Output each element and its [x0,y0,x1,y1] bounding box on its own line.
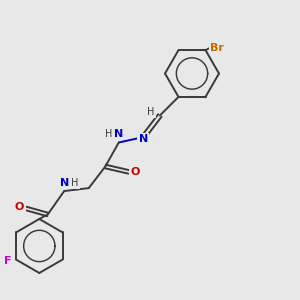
Text: N: N [60,178,69,188]
Text: F: F [4,256,11,266]
Text: N: N [139,134,148,145]
Text: O: O [15,202,24,212]
Text: H: H [71,178,78,188]
Text: N: N [114,129,123,139]
Text: H: H [147,107,155,117]
Text: H: H [105,129,112,139]
Text: O: O [130,167,140,177]
Text: Br: Br [210,43,224,53]
